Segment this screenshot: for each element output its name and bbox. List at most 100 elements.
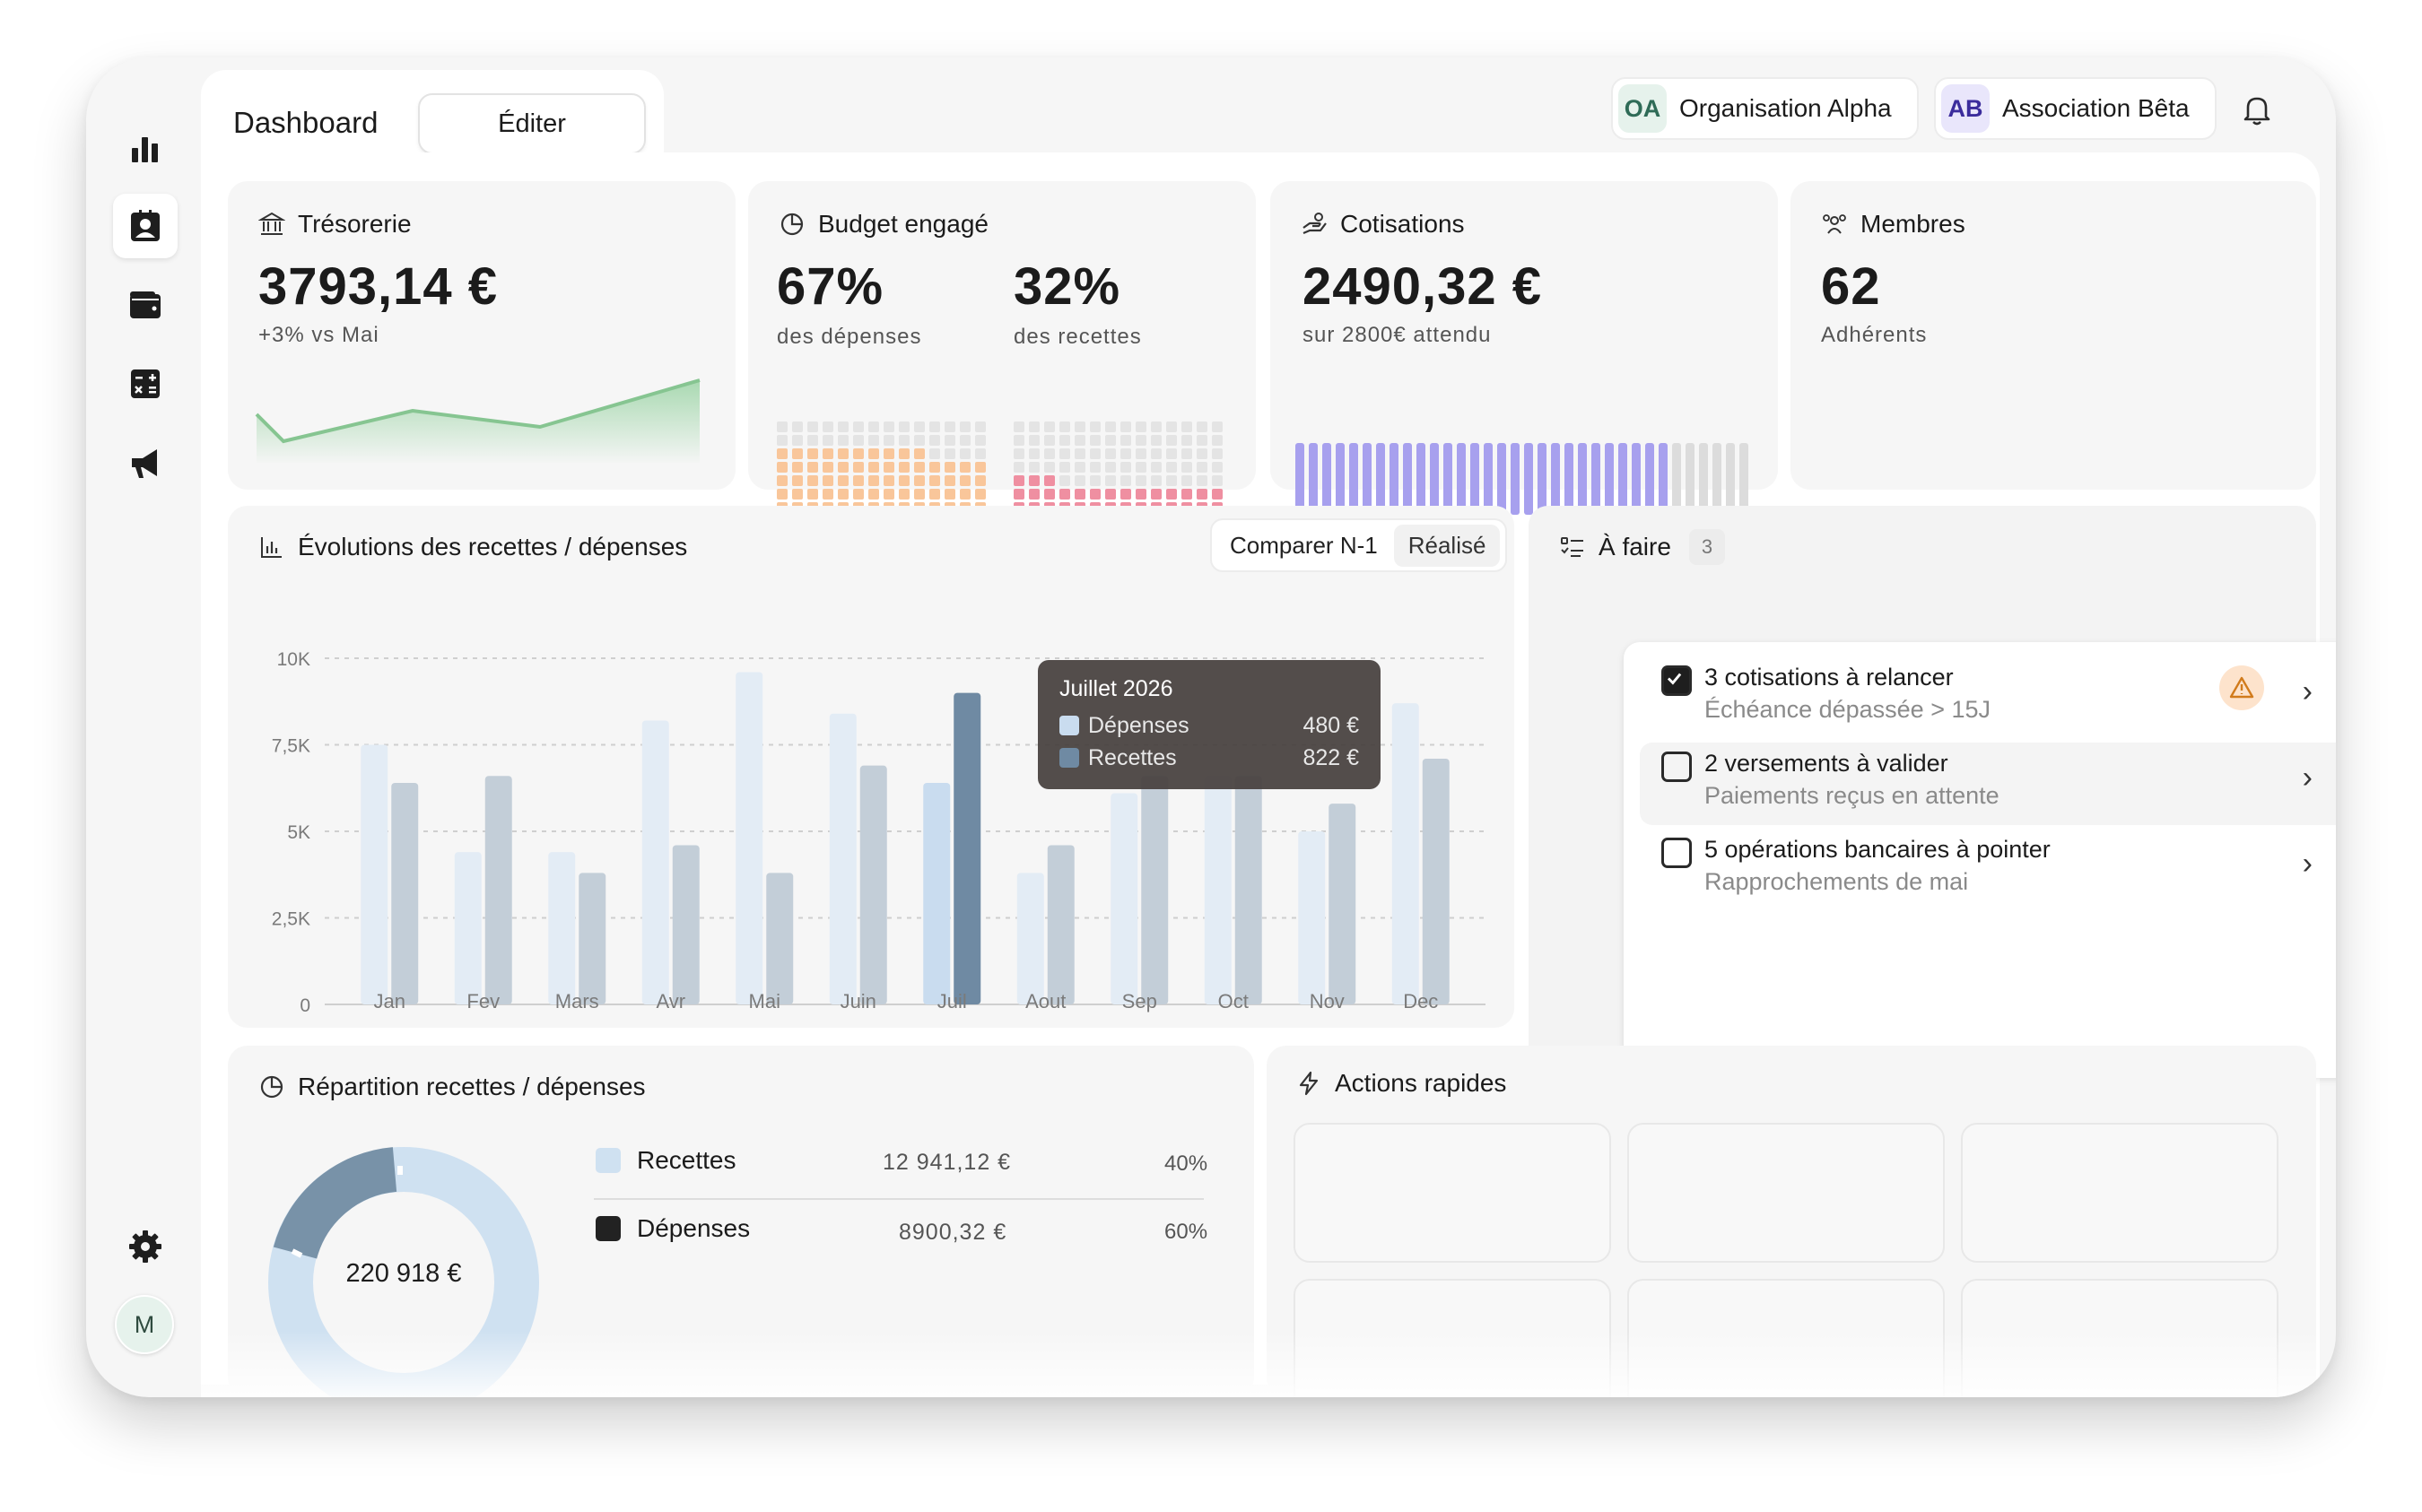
dot-empty	[1090, 448, 1101, 459]
bar-recettes[interactable]	[766, 873, 794, 1004]
chevron-right-icon[interactable]: ›	[2302, 674, 2313, 708]
bar-recettes[interactable]	[1329, 804, 1356, 1004]
bar-depenses[interactable]	[548, 852, 576, 1004]
dot-empty	[1136, 448, 1146, 459]
legend-amount: 8900,32 €	[899, 1220, 1007, 1245]
dot-filled	[1044, 489, 1055, 500]
org-name: Association Bêta	[2002, 94, 2190, 122]
legend-swatch	[596, 1216, 621, 1241]
bar-recettes[interactable]	[579, 873, 606, 1004]
dot-empty	[1105, 448, 1116, 459]
bar-depenses[interactable]	[923, 782, 951, 1004]
checkbox-checked[interactable]	[1661, 665, 1692, 696]
x-tick-label: Avr	[656, 990, 685, 1012]
bar-depenses[interactable]	[1391, 703, 1419, 1004]
chevron-right-icon[interactable]: ›	[2302, 760, 2313, 795]
todo-item[interactable]: 3 cotisations à relancer Échéance dépass…	[1640, 656, 2336, 739]
kpi-budget[interactable]: Budget engagé 67% des dépenses 32% des r…	[748, 181, 1256, 513]
cotisation-bar-paid	[1336, 443, 1345, 515]
wallet-icon	[130, 291, 161, 318]
sidebar-item-accounting[interactable]	[113, 352, 178, 416]
todo-count-badge: 3	[1688, 529, 1725, 565]
app-window: M Dashboard Éditer OA Organisation Alpha…	[86, 57, 2336, 1397]
quick-action-tile[interactable]	[1627, 1123, 1945, 1263]
cotisation-bar-paid	[1591, 443, 1600, 515]
dot-filled	[884, 448, 894, 459]
todo-item[interactable]: 5 opérations bancaires à pointer Rapproc…	[1640, 829, 2336, 911]
bar-depenses[interactable]	[1111, 793, 1138, 1004]
bar-recettes[interactable]	[1047, 845, 1075, 1004]
checkbox[interactable]	[1661, 838, 1692, 868]
todo-item[interactable]: 2 versements à valider Paiements reçus e…	[1640, 743, 2336, 825]
kpi-sub: +3% vs Mai	[258, 323, 379, 347]
dot-empty	[1090, 421, 1101, 432]
dot-empty	[945, 448, 955, 459]
checkbox[interactable]	[1661, 752, 1692, 782]
org-switch-alpha[interactable]: OA Organisation Alpha	[1611, 77, 1919, 140]
edit-button[interactable]: Éditer	[418, 93, 646, 154]
sidebar-item-communication[interactable]	[113, 430, 178, 495]
checklist-icon	[1561, 537, 1583, 557]
bar-depenses[interactable]	[1298, 831, 1326, 1004]
quick-actions-title-text: Actions rapides	[1335, 1069, 1507, 1097]
bar-recettes[interactable]	[1422, 758, 1450, 1004]
dot-empty	[792, 421, 803, 432]
quick-action-tile[interactable]	[1961, 1123, 2278, 1263]
cotisation-bar-paid	[1363, 443, 1372, 515]
legend-depenses: Dépenses	[596, 1214, 750, 1243]
org-switch-beta[interactable]: AB Association Bêta	[1934, 77, 2217, 140]
dot-empty	[1075, 462, 1085, 473]
dot-filled	[945, 489, 955, 500]
compare-toggle[interactable]: Comparer N-1 Réalisé	[1210, 518, 1508, 572]
dot-empty	[868, 435, 879, 446]
dot-filled	[1151, 489, 1162, 500]
dot-empty	[1044, 448, 1055, 459]
quick-action-tile[interactable]	[1294, 1123, 1611, 1263]
bar-recettes[interactable]	[859, 765, 887, 1004]
bar-recettes[interactable]	[954, 692, 981, 1004]
dot-empty	[1181, 475, 1192, 486]
dot-filled	[823, 448, 833, 459]
compare-n1-option[interactable]: Comparer N-1	[1230, 531, 1378, 559]
settings-button[interactable]	[113, 1214, 178, 1279]
kpi-membres[interactable]: Membres 62 Adhérents	[1790, 181, 2316, 490]
dot-empty	[899, 421, 910, 432]
dot-empty	[1059, 421, 1070, 432]
cotisation-bar-paid	[1605, 443, 1614, 515]
bar-depenses[interactable]	[829, 713, 857, 1004]
chevron-right-icon[interactable]: ›	[2302, 847, 2313, 881]
sidebar-item-members[interactable]	[113, 194, 178, 258]
bar-depenses[interactable]	[641, 720, 669, 1004]
dot-empty	[807, 435, 818, 446]
bar-depenses[interactable]	[1204, 776, 1232, 1004]
bar-recettes[interactable]	[1141, 776, 1169, 1004]
kpi-cotisations[interactable]: Cotisations 2490,32 € sur 2800€ attendu	[1270, 181, 1778, 515]
dot-empty	[1197, 435, 1207, 446]
bar-depenses[interactable]	[1016, 873, 1044, 1004]
repartition-title: Répartition recettes / dépenses	[258, 1073, 646, 1101]
dot-empty	[960, 421, 971, 432]
dot-filled	[975, 475, 986, 486]
bar-recettes[interactable]	[391, 782, 419, 1004]
dot-empty	[1212, 448, 1223, 459]
bar-depenses[interactable]	[454, 852, 482, 1004]
realise-option[interactable]: Réalisé	[1393, 524, 1501, 567]
bar-chart-icon	[132, 137, 158, 162]
bar-recettes[interactable]	[484, 776, 512, 1004]
bar-recettes[interactable]	[672, 845, 700, 1004]
page-title: Dashboard	[233, 106, 379, 139]
bar-depenses[interactable]	[361, 744, 388, 1005]
dot-empty	[1136, 475, 1146, 486]
bar-depenses[interactable]	[736, 672, 763, 1004]
megaphone-icon	[132, 449, 157, 478]
bar-recettes[interactable]	[1234, 776, 1262, 1004]
kpi-tresorerie[interactable]: Trésorerie 3793,14 € +3% vs Mai	[228, 181, 736, 490]
avatar[interactable]: M	[115, 1295, 174, 1354]
dot-empty	[929, 421, 940, 432]
dot-filled	[868, 489, 879, 500]
sidebar-item-stats[interactable]	[113, 117, 178, 181]
tooltip-label: Recettes	[1088, 744, 1177, 770]
bell-icon[interactable]	[2239, 91, 2275, 127]
cotisation-bar-pending	[1712, 443, 1721, 515]
sidebar-item-wallet[interactable]	[113, 273, 178, 337]
